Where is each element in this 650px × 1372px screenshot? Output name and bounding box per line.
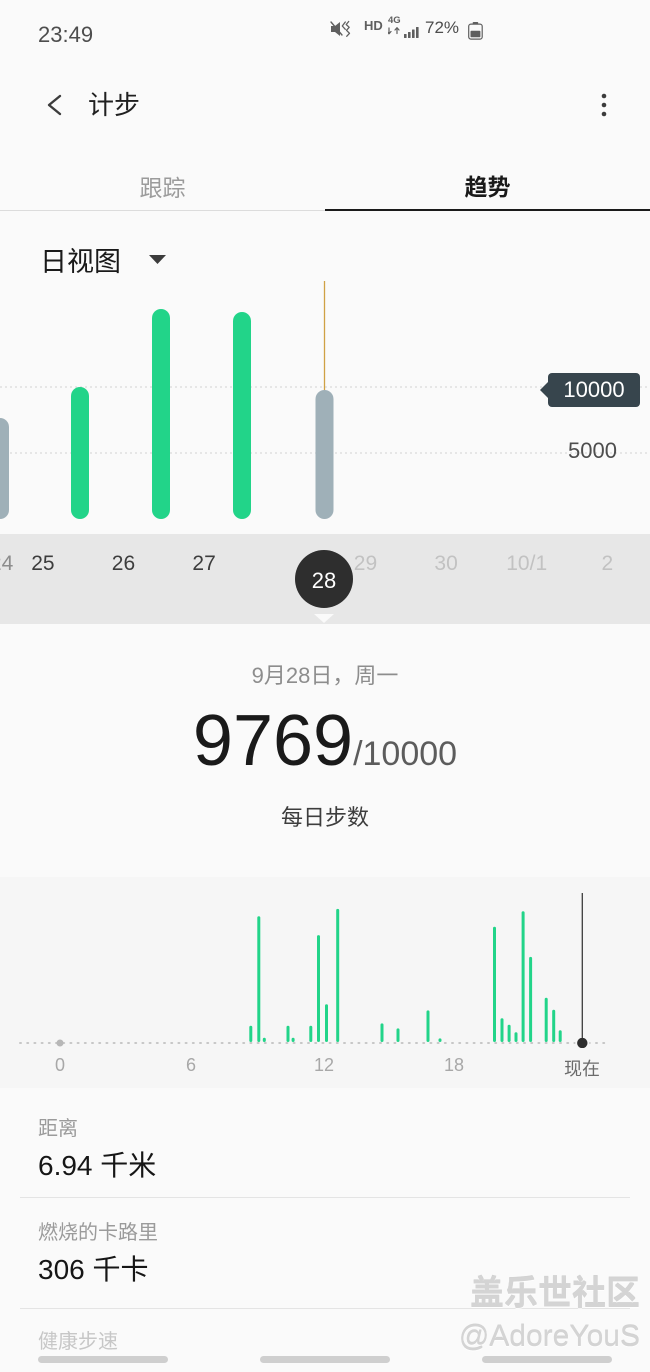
svg-text:28: 28 [312,568,336,593]
